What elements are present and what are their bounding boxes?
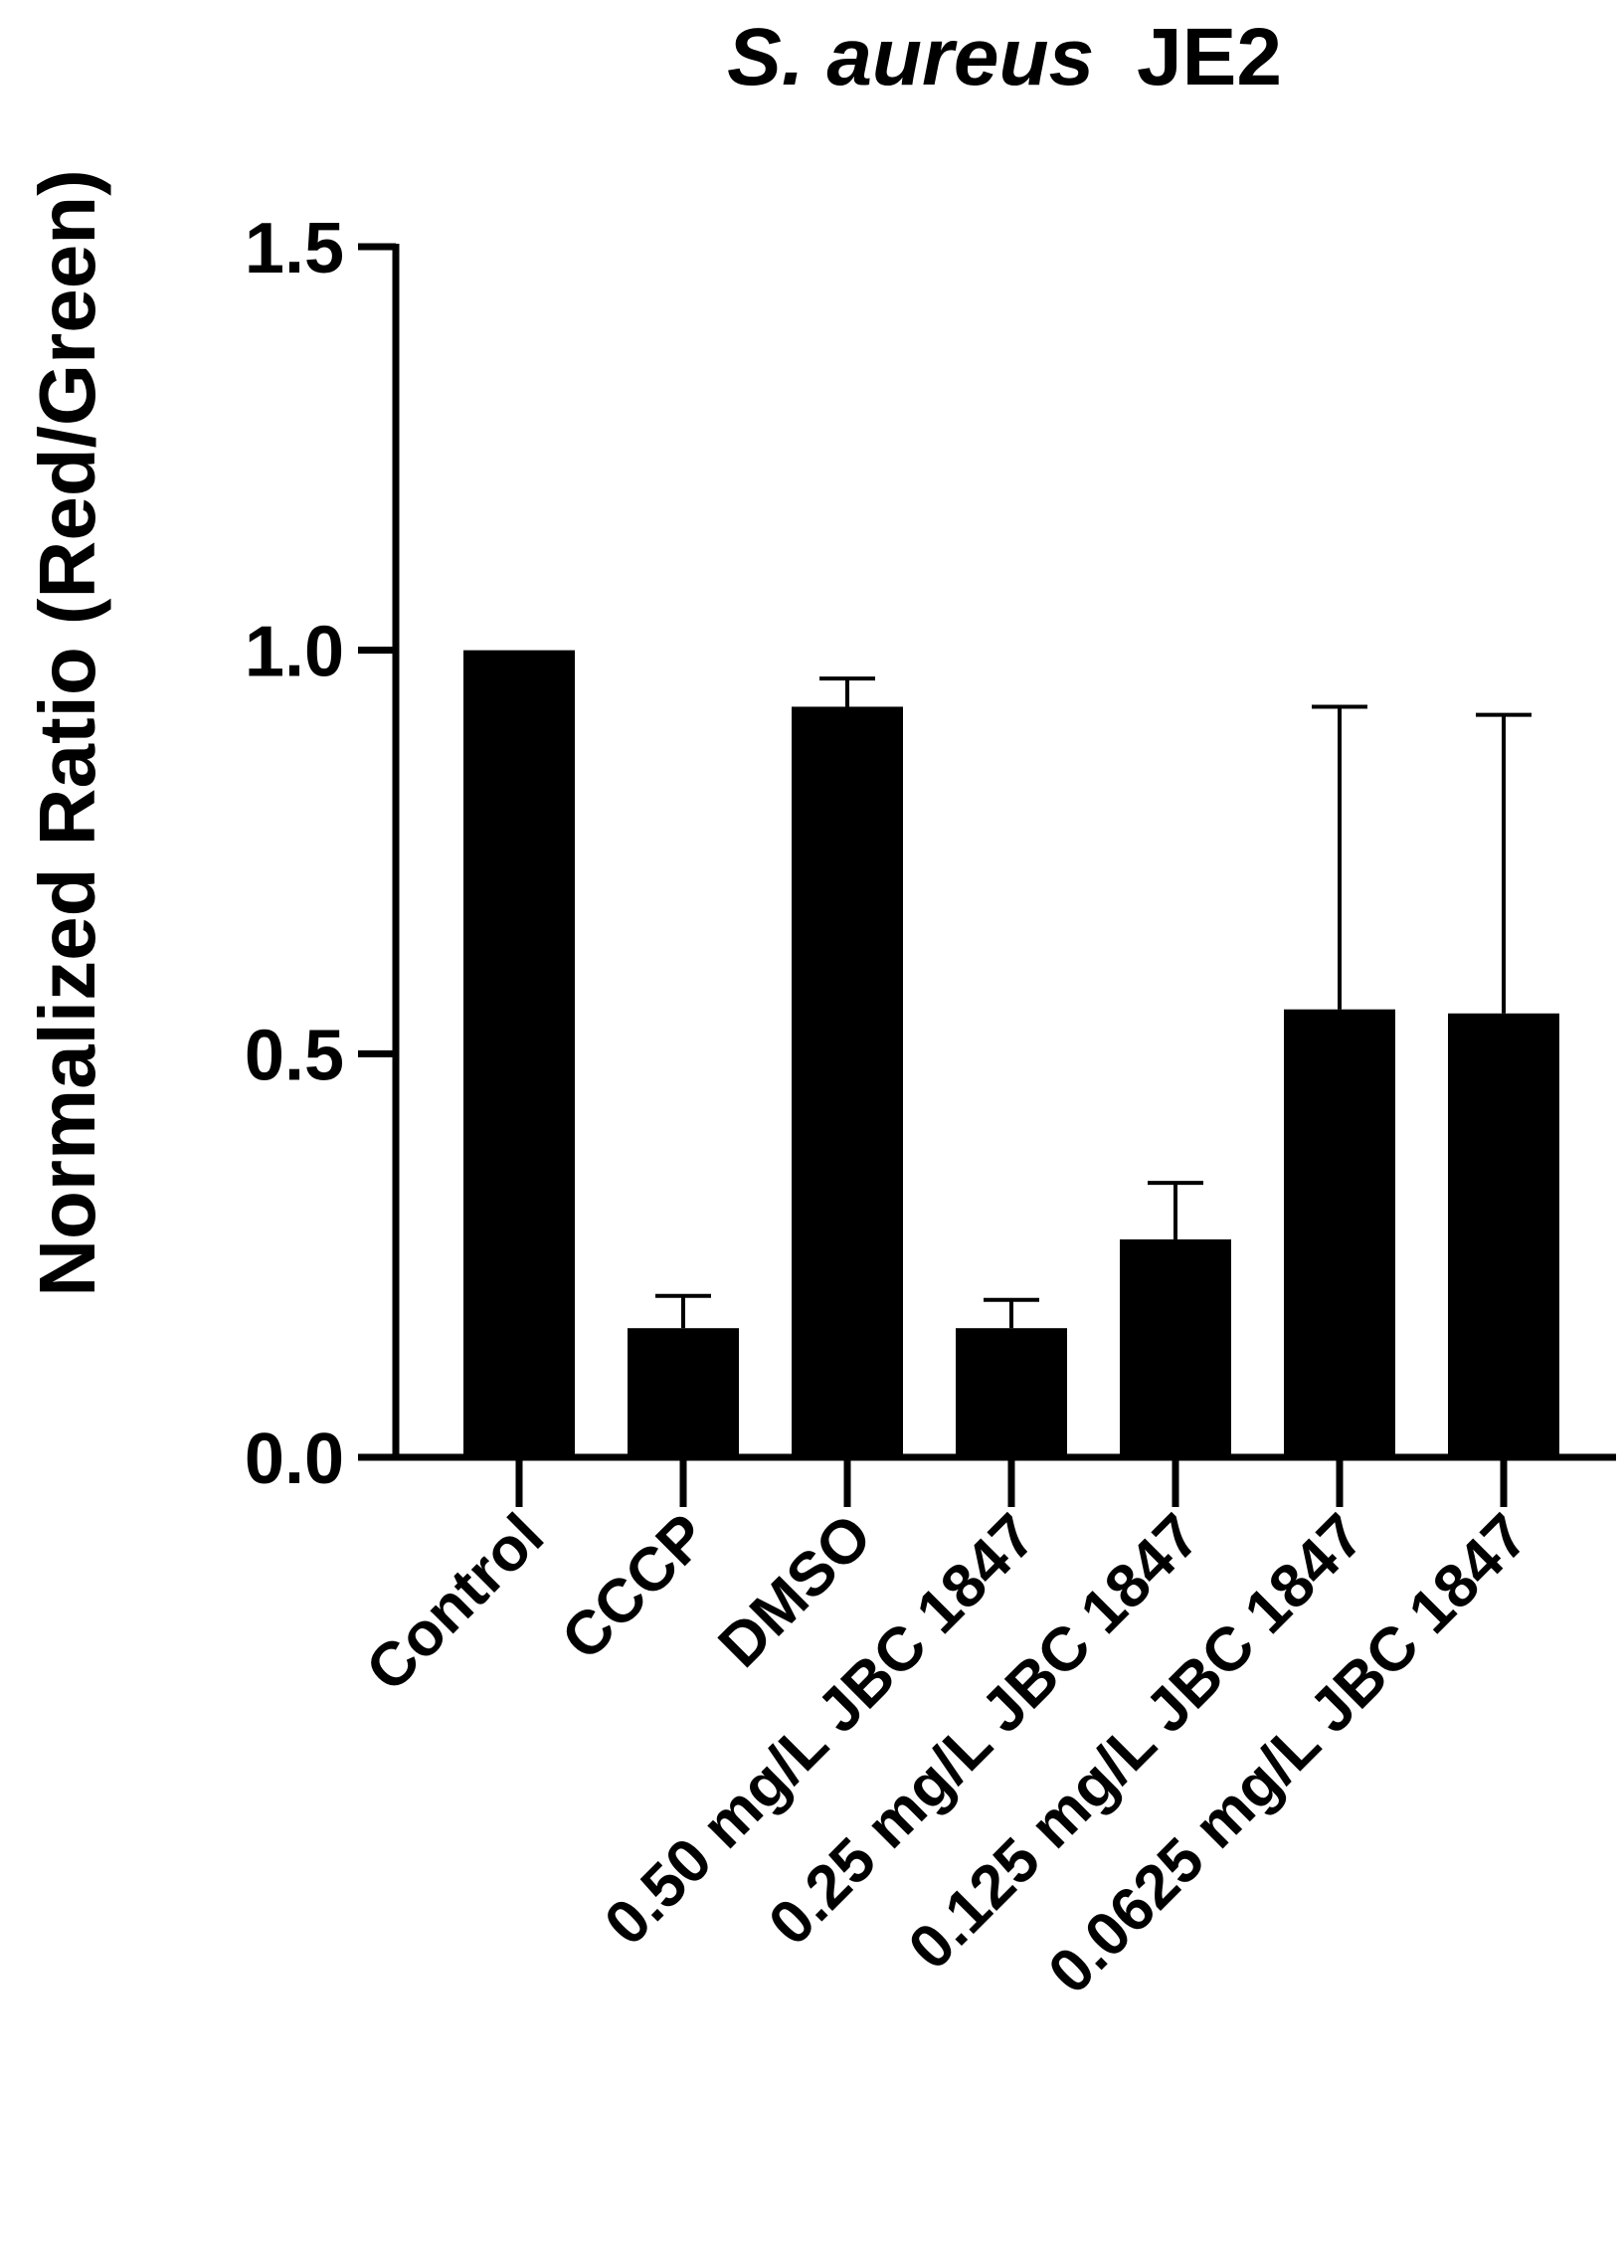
bar <box>463 650 575 1457</box>
bar <box>1120 1238 1231 1457</box>
bar <box>792 706 903 1457</box>
bar <box>628 1328 739 1457</box>
bar <box>1284 1009 1395 1457</box>
chart-title: S. aureus JE2 <box>727 12 1282 102</box>
bar <box>956 1328 1067 1457</box>
y-tick-label: 0.5 <box>245 1016 344 1095</box>
bar <box>1448 1013 1559 1457</box>
y-tick-label: 1.5 <box>245 209 344 288</box>
chart-title-italic: S. aureus <box>727 12 1094 102</box>
x-tick-label: Control <box>353 1501 557 1705</box>
y-tick-label: 0.0 <box>245 1419 344 1499</box>
y-axis-label: Normalized Ratio (Red/Green) <box>23 169 111 1297</box>
x-tick-label: CCCP <box>549 1501 721 1673</box>
chart-title-plain: JE2 <box>1137 12 1282 102</box>
y-tick-label: 1.0 <box>245 613 344 692</box>
